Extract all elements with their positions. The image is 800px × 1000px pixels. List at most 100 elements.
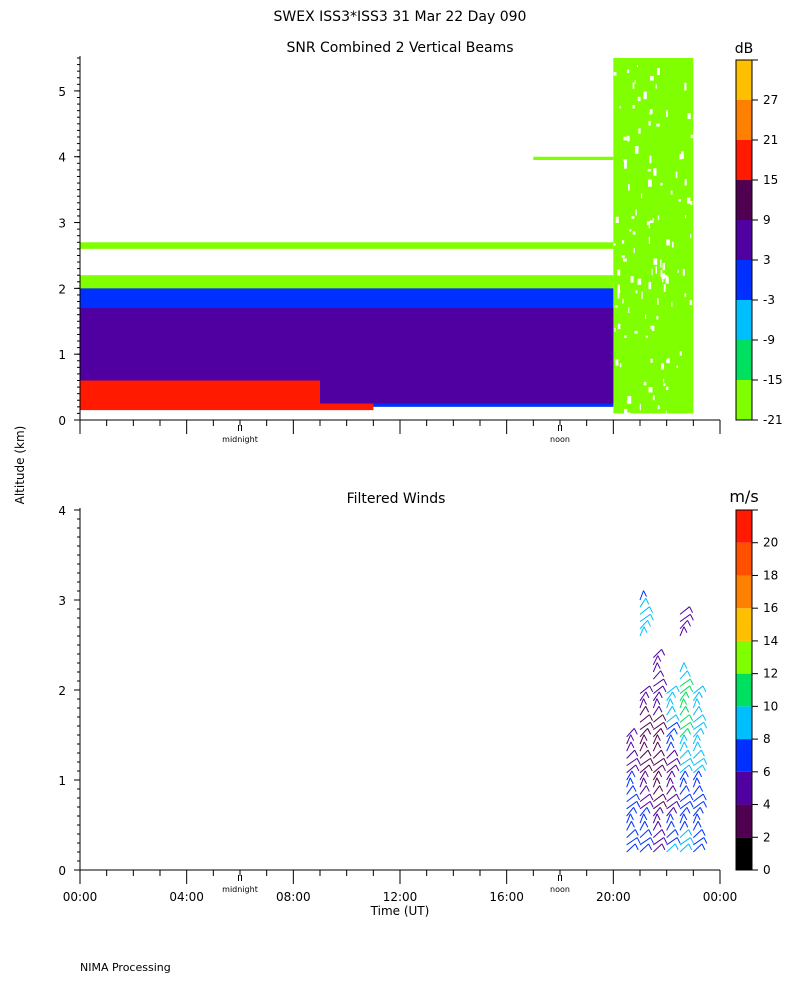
wind-barb-flag — [687, 728, 692, 735]
wind-barb-shaft — [679, 613, 691, 623]
wind-barb-shaft — [666, 728, 675, 738]
wind-barb-flag — [683, 777, 687, 785]
wind-barb-flag — [689, 614, 694, 621]
wind-barb-shaft — [679, 670, 688, 680]
wind-barb — [692, 821, 702, 831]
time-marker-noon: noon — [550, 435, 570, 444]
wind-barb-flag — [703, 837, 708, 844]
snr-speckle — [614, 327, 616, 332]
snr-speckle — [662, 262, 665, 271]
wind-barb-flag — [675, 764, 680, 772]
wind-barb-shaft — [679, 821, 686, 831]
wind-barb — [666, 705, 676, 716]
wind-barb-shaft — [639, 734, 645, 745]
x-axis-label: Time (UT) — [370, 904, 430, 918]
wind-barb-shaft — [652, 662, 658, 673]
snr-speckle — [684, 215, 687, 219]
snr-speckle — [627, 395, 632, 404]
wind-barb-shaft — [666, 807, 675, 817]
wind-barb-flag — [701, 829, 706, 836]
snr-heatmap — [80, 58, 695, 421]
wind-barb-flag — [649, 801, 654, 808]
snr-speckle — [684, 293, 687, 297]
wind-barb-shaft — [692, 728, 702, 738]
snr-speckle — [645, 314, 647, 320]
snr-speckle — [636, 65, 638, 68]
snr-speckle — [671, 301, 673, 307]
wind-barb-flag — [702, 764, 706, 772]
snr-speckle — [655, 266, 657, 274]
wind-barb-flag — [643, 741, 648, 749]
wind-barb-flag — [634, 829, 639, 836]
wind-barb-flag — [646, 807, 651, 814]
wind-barb — [639, 685, 654, 694]
colorbar-segment — [736, 706, 752, 740]
wind-barb-shaft — [653, 764, 663, 774]
wind-barb-shaft — [639, 800, 651, 810]
wind-barb-shaft — [639, 626, 645, 637]
colorbar-tick-label: 9 — [763, 213, 771, 227]
snr-speckle — [632, 231, 636, 235]
wind-barb-shaft — [692, 813, 698, 824]
wind-barb — [666, 698, 674, 709]
wind-barb-shaft — [679, 662, 685, 673]
snr-speckle — [635, 290, 638, 294]
wind-barb-flag — [673, 728, 678, 735]
wind-barb-flag — [649, 606, 654, 613]
snr-speckle — [614, 305, 618, 308]
colorbar-tick-label: -15 — [763, 373, 783, 387]
snr-speckle — [671, 241, 674, 248]
wind-barb-flag — [663, 722, 668, 729]
wind-barb-flag — [670, 734, 675, 741]
snr-speckle — [660, 270, 663, 277]
wind-barb — [692, 785, 704, 795]
wind-barb-shaft — [639, 714, 650, 723]
colorbar-tick-label: -3 — [763, 293, 775, 307]
wind-barb — [639, 741, 648, 752]
colorbar-tick-label: 12 — [763, 667, 778, 681]
wind-barb-flag — [660, 749, 665, 757]
wind-barb — [652, 734, 661, 745]
wind-barb-shaft — [652, 843, 663, 853]
wind-barb-flag — [685, 691, 690, 699]
wind-barb — [692, 807, 704, 817]
snr-speckle — [643, 91, 647, 100]
colorbar-segment — [736, 260, 752, 300]
wind-barb — [626, 813, 634, 824]
wind-barb-shaft — [693, 800, 704, 810]
wind-barb-flag — [689, 714, 693, 721]
wind-barb-shaft — [692, 705, 700, 716]
wind-barb-flag — [684, 821, 689, 828]
wind-barb-flag — [658, 691, 663, 699]
snr-speckle — [643, 381, 647, 386]
wind-barb-shaft — [679, 619, 688, 630]
wind-barb-flag — [674, 843, 679, 851]
wind-barb-flag — [648, 829, 653, 836]
wind-barb-shaft — [693, 757, 705, 767]
wind-barb-shaft — [653, 714, 664, 723]
wind-barb — [639, 714, 653, 723]
wind-barb-flag — [685, 705, 690, 713]
wind-barb — [693, 721, 708, 731]
wind-barb-flag — [686, 807, 691, 814]
snr-speckle — [632, 82, 635, 89]
wind-barb — [653, 837, 668, 846]
wind-barb — [639, 837, 655, 846]
wind-barb — [639, 698, 647, 709]
wind-barb-shaft — [639, 619, 648, 630]
wind-barb-shaft — [666, 698, 671, 709]
x-tick-label: 00:00 — [703, 890, 738, 904]
wind-barb-flag — [703, 801, 707, 808]
wind-barb-shaft — [679, 749, 689, 759]
snr-speckle — [649, 109, 653, 114]
wind-barb — [652, 829, 666, 838]
wind-barb-flag — [645, 691, 650, 699]
wind-barb — [666, 721, 681, 731]
wind-barb — [692, 829, 706, 838]
wind-barb-shaft — [692, 734, 698, 745]
wind-barb — [639, 843, 653, 853]
wind-barb-flag — [702, 685, 707, 693]
wind-barb — [639, 764, 653, 774]
wind-barb-flag — [649, 722, 654, 729]
